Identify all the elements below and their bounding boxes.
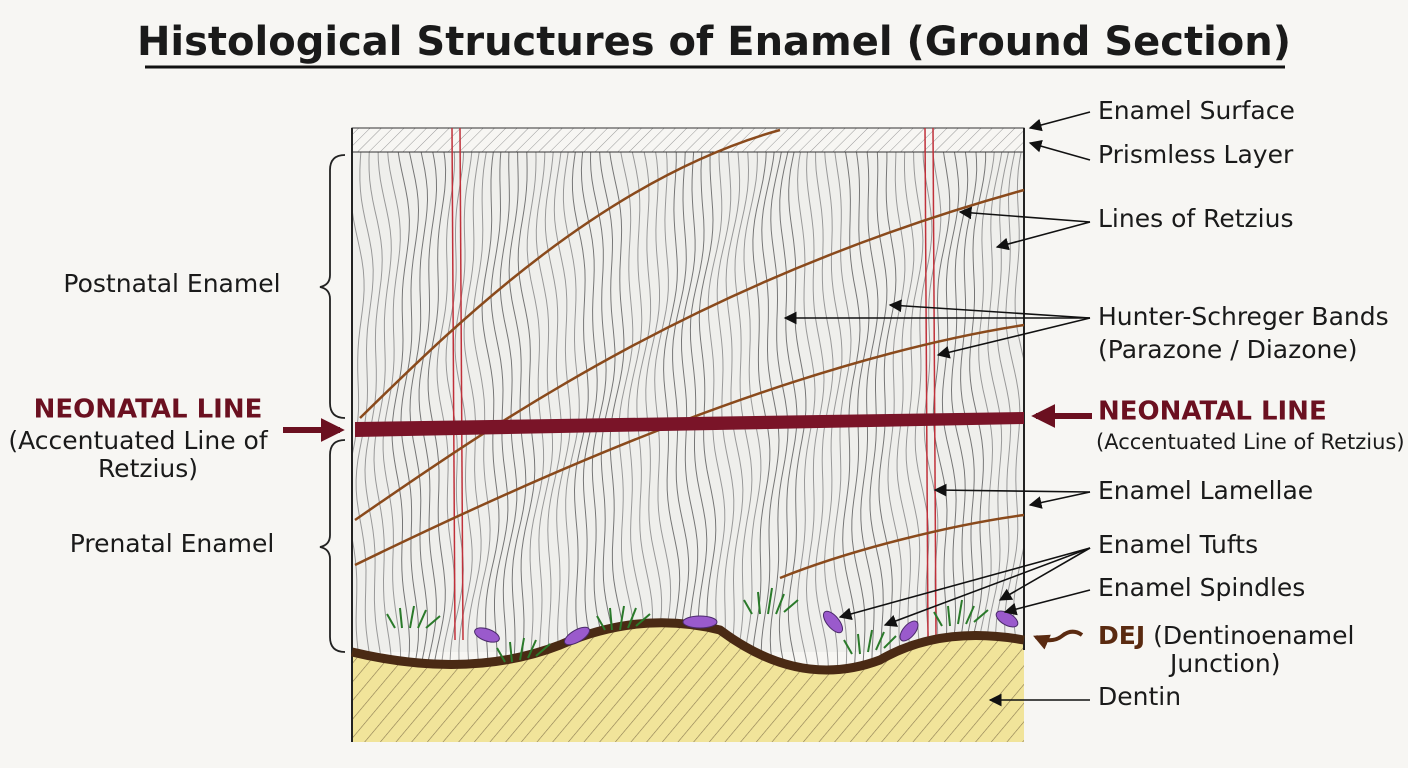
pointer-arrows [283, 111, 1092, 707]
label: Retzius) [98, 454, 198, 483]
label: (Accentuated Line of [8, 426, 268, 455]
label: Enamel Lamellae [1098, 476, 1313, 505]
label: (Dentinoenamel [1153, 621, 1354, 650]
label: DEJ [1098, 621, 1145, 650]
lines-of-retzius [354, 128, 1025, 580]
brace [319, 154, 346, 419]
enamel-spindles [474, 610, 1019, 646]
prismless-layer [351, 127, 1025, 153]
label: NEONATAL LINE [34, 395, 263, 425]
dentin [352, 622, 1024, 742]
neonatal-line [355, 412, 1024, 437]
prism [968, 152, 987, 670]
label: Dentin [1098, 682, 1181, 711]
label: Junction) [1168, 649, 1280, 678]
label: Enamel Tufts [1098, 530, 1258, 559]
label: Enamel Surface [1098, 96, 1295, 125]
label: Hunter-Schreger Bands [1098, 302, 1389, 331]
label: DEJ (Dentinoenamel [1098, 621, 1354, 650]
enamel-tufts [386, 587, 989, 663]
label: Prenatal Enamel [70, 529, 275, 558]
brace [319, 439, 346, 653]
dej [350, 618, 1025, 675]
prism [977, 152, 995, 670]
label: NEONATAL LINE [1098, 397, 1327, 427]
label: Lines of Retzius [1098, 204, 1293, 233]
label: (Parazone / Diazone) [1098, 335, 1358, 364]
label: Enamel Spindles [1098, 573, 1305, 602]
title: Histological Structures of Enamel (Groun… [137, 19, 1291, 65]
label: (Accentuated Line of Retzius) [1096, 430, 1405, 454]
label: Postnatal Enamel [63, 269, 280, 298]
label: Prismless Layer [1098, 140, 1294, 169]
enamel [352, 152, 1024, 652]
lamellae [451, 127, 937, 641]
prism [986, 152, 1003, 670]
